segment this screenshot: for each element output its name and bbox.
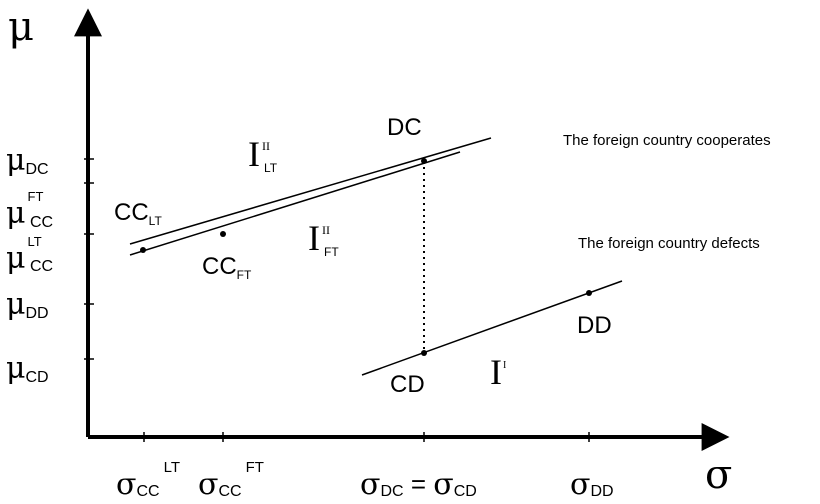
x-label-sigma-cc-ft: σCCFT (198, 459, 264, 502)
y-label-mu-lt-cc: μ LT CC (6, 234, 53, 276)
point-cc-ft (220, 231, 226, 237)
label-i-ii-lt: I II LT (248, 134, 278, 175)
line-i-ii-lt (129, 137, 492, 245)
x-label-sigma-cc-lt: σCCLT (116, 459, 180, 502)
y-axis-label: μ (8, 4, 34, 50)
line-i-i (361, 280, 623, 376)
line-i-ii-ft (129, 151, 461, 256)
x-axis-label: σ (705, 452, 732, 498)
label-dd: DD (577, 312, 612, 339)
y-label-mu-cd: μCD (6, 351, 49, 386)
annotation-defects: The foreign country defects (578, 235, 760, 252)
point-dc (421, 158, 427, 164)
y-label-mu-dc: μDC (6, 143, 49, 178)
point-cd (421, 350, 427, 356)
label-i-ii-ft: I II FT (308, 218, 339, 259)
y-label-mu-dd: μDD (6, 287, 49, 322)
x-label-sigma-dc-cd: σDC = σCD (360, 467, 477, 502)
annotation-cooperates: The foreign country cooperates (563, 132, 771, 149)
label-dc: DC (387, 114, 422, 141)
x-label-sigma-dd: σDD (570, 467, 614, 502)
label-i-i: II (490, 352, 506, 392)
point-dd (586, 290, 592, 296)
y-label-mu-ft-cc: μ FT CC (6, 189, 53, 231)
label-cc-ft: CCFT (202, 253, 252, 282)
label-cd: CD (390, 371, 425, 398)
point-cc-lt (140, 247, 146, 253)
label-cc-lt: CCLT (114, 199, 162, 228)
